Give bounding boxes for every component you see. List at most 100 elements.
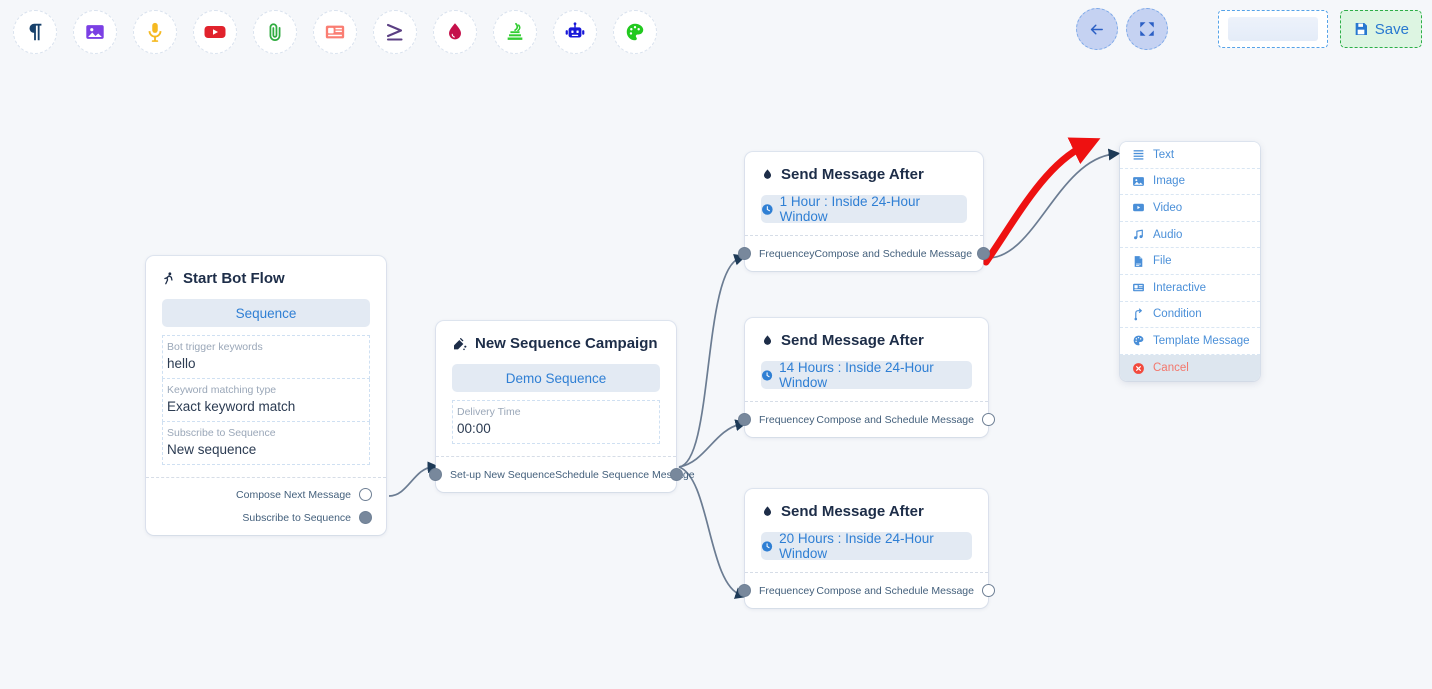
save-button[interactable]: Save <box>1339 10 1422 48</box>
menu-item-label: Image <box>1153 175 1185 188</box>
condition-branch-icon <box>1132 308 1145 321</box>
droplet-icon <box>763 169 772 179</box>
node-footer: Set-up New Sequence Schedule Sequence Me… <box>429 456 695 492</box>
port-dot-out[interactable] <box>977 247 990 260</box>
palette-icon <box>1132 334 1145 347</box>
node-title-row: Send Message After <box>761 166 967 183</box>
port-label: Subscribe to Sequence <box>242 511 351 524</box>
field-label: Subscribe to Sequence <box>167 427 276 439</box>
delay-window-pill[interactable]: 1 Hour : Inside 24-Hour Window <box>761 194 967 224</box>
running-person-icon <box>164 272 173 285</box>
port-dot-frequencey[interactable] <box>738 413 751 426</box>
port-dot-out[interactable] <box>670 468 683 481</box>
message-type-dropdown[interactable]: Text Image <box>1120 142 1260 382</box>
demo-sequence-pill[interactable]: Demo Sequence <box>452 364 660 392</box>
menu-item-label: File <box>1153 255 1172 268</box>
red-annotation-arrow <box>982 137 1101 266</box>
node-start-bot-flow[interactable]: Start Bot Flow Sequence Bot trigger keyw… <box>146 256 386 535</box>
delay-window-pill-label: 14 Hours : Inside 24-Hour Window <box>779 360 934 390</box>
node-send-message-after-1[interactable]: Send Message After 1 Hour : Inside 24-Ho… <box>738 152 990 271</box>
port-compose-next-message[interactable]: Compose Next Message <box>236 488 372 501</box>
field-subscribe-to-sequence[interactable]: Subscribe to Sequence New sequence <box>162 422 370 465</box>
port-label-setup-new-sequence: Set-up New Sequence <box>450 468 556 481</box>
image-icon <box>1132 175 1145 188</box>
delay-window-pill[interactable]: 20 Hours : Inside 24-Hour Window <box>761 531 972 561</box>
interactive-card-icon <box>1132 281 1145 294</box>
menu-item-interactive[interactable]: Interactive <box>1120 274 1260 302</box>
search-field-wrapper[interactable] <box>1217 10 1328 48</box>
node-footer: Compose Next Message Subscribe to Sequen… <box>146 477 386 535</box>
field-bot-trigger-keywords[interactable]: Bot trigger keywords hello <box>162 335 370 379</box>
music-note-icon <box>1132 228 1145 241</box>
image-icon-button[interactable] <box>73 10 117 54</box>
bot-icon-button[interactable] <box>553 10 597 54</box>
sequence-stack-icon-button[interactable] <box>493 10 537 54</box>
sequence-pill[interactable]: Sequence <box>162 299 370 327</box>
field-keyword-matching-type[interactable]: Keyword matching type Exact keyword matc… <box>162 379 370 422</box>
field-label: Delivery Time <box>457 406 521 418</box>
field-value: hello <box>167 356 196 371</box>
field-value: 00:00 <box>457 421 491 436</box>
node-title-row: New Sequence Campaign <box>452 335 660 352</box>
microphone-icon-button[interactable] <box>133 10 177 54</box>
port-dot-frequencey[interactable] <box>738 247 751 260</box>
menu-item-label: Interactive <box>1153 281 1207 294</box>
port-dot[interactable] <box>359 488 372 501</box>
menu-item-condition[interactable]: Condition <box>1120 301 1260 329</box>
menu-item-video[interactable]: Video <box>1120 195 1260 222</box>
node-new-sequence-campaign[interactable]: New Sequence Campaign Demo Sequence Deli… <box>429 321 695 492</box>
fit-to-screen-button[interactable] <box>1125 8 1168 50</box>
node-title-label: New Sequence Campaign <box>475 335 658 352</box>
interactive-card-icon <box>325 25 345 39</box>
menu-item-image[interactable]: Image <box>1120 168 1260 196</box>
menu-item-template-message[interactable]: Template Message <box>1120 328 1260 355</box>
delay-window-pill[interactable]: 14 Hours : Inside 24-Hour Window <box>761 360 972 390</box>
arrow-left-icon <box>1091 24 1104 34</box>
port-dot[interactable] <box>359 511 372 524</box>
port-dot-in[interactable] <box>429 468 442 481</box>
menu-item-audio[interactable]: Audio <box>1120 221 1260 249</box>
droplet-icon-button[interactable] <box>433 10 477 54</box>
node-send-message-after-3[interactable]: Send Message After 20 Hours : Inside 24-… <box>738 489 995 608</box>
delay-window-pill-label: 1 Hour : Inside 24-Hour Window <box>779 194 920 224</box>
paragraph-icon-button[interactable] <box>13 10 57 54</box>
delay-window-pill-label: 20 Hours : Inside 24-Hour Window <box>779 531 934 561</box>
back-button[interactable] <box>1075 8 1118 50</box>
port-dot-out[interactable] <box>982 584 995 597</box>
menu-item-file[interactable]: File <box>1120 248 1260 275</box>
node-footer: Frequencey Compose and Schedule Message <box>738 572 995 608</box>
sequence-stack-icon <box>507 22 523 40</box>
port-label-frequencey: Frequencey <box>759 413 815 426</box>
paperclip-file-icon-button[interactable] <box>253 10 297 54</box>
sequence-pill-label: Sequence <box>235 305 297 321</box>
search-input[interactable] <box>1227 17 1318 41</box>
condition-icon-button[interactable] <box>373 10 417 54</box>
node-body: Send Message After 1 Hour : Inside 24-Ho… <box>745 152 983 235</box>
paragraph-icon <box>29 23 42 41</box>
node-footer: Frequencey Compose and Schedule Message <box>738 401 995 437</box>
port-label-frequencey: Frequencey <box>759 247 815 260</box>
field-delivery-time[interactable]: Delivery Time 00:00 <box>452 400 660 444</box>
node-body: Send Message After 20 Hours : Inside 24-… <box>745 489 988 572</box>
port-label-frequencey: Frequencey <box>759 584 815 597</box>
port-dot-frequencey[interactable] <box>738 584 751 597</box>
port-subscribe-to-sequence[interactable]: Subscribe to Sequence <box>242 511 372 524</box>
field-group: Delivery Time 00:00 <box>452 400 660 444</box>
menu-item-text[interactable]: Text <box>1120 142 1260 169</box>
menu-item-cancel[interactable]: Cancel <box>1120 354 1260 382</box>
field-value: New sequence <box>167 442 257 457</box>
port-label-schedule-sequence-message: Schedule Sequence Message <box>555 468 695 481</box>
interactive-card-icon-button[interactable] <box>313 10 357 54</box>
image-icon <box>86 25 104 39</box>
footer-port-labels: Frequencey Compose and Schedule Message <box>759 414 974 426</box>
node-title-label: Start Bot Flow <box>183 270 285 287</box>
field-label: Bot trigger keywords <box>167 341 263 353</box>
node-footer: Frequencey Compose and Schedule Message <box>738 235 990 271</box>
node-send-message-after-2[interactable]: Send Message After 14 Hours : Inside 24-… <box>738 318 995 437</box>
port-dot-out[interactable] <box>982 413 995 426</box>
youtube-video-icon-button[interactable] <box>193 10 237 54</box>
bot-icon <box>565 22 585 38</box>
template-palette-icon-button[interactable] <box>613 10 657 54</box>
